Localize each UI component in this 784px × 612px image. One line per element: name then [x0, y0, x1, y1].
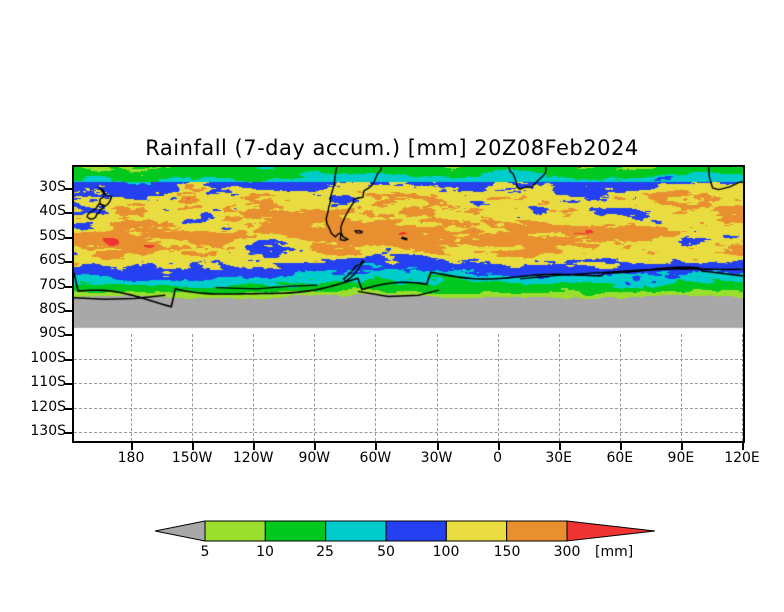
x-axis-tick-label: 30E: [545, 450, 573, 466]
y-axis-tick-label: 70S: [39, 276, 66, 293]
y-axis-tick-mark: [65, 212, 72, 215]
x-axis-tick-mark: [253, 443, 256, 450]
x-axis-tick-mark: [131, 443, 133, 450]
colorbar: 5 10 25 50 100 150 300 [mm]: [155, 518, 655, 568]
gridline-horizontal: [74, 358, 743, 360]
colorbar-under-arrow: [155, 520, 206, 542]
y-axis-tick-label: 110S: [30, 374, 66, 391]
x-axis-tick-mark: [314, 443, 317, 450]
y-axis-tick-label: 120S: [30, 398, 66, 415]
x-axis-tick-label: 60E: [606, 450, 634, 466]
colorbar-band: [385, 520, 447, 542]
y-axis-tick-mark: [65, 383, 72, 386]
x-axis-tick-label: 30W: [420, 450, 453, 466]
colorbar-tick-label: 100: [432, 544, 460, 560]
x-axis-tick-label: 150W: [171, 450, 213, 466]
y-axis-tick-label: 100S: [30, 349, 66, 366]
y-axis-tick-label: 40S: [39, 203, 66, 220]
x-axis-tick-mark: [680, 443, 683, 450]
y-axis-tick-label: 130S: [30, 423, 66, 439]
colorbar-swatches: [155, 520, 655, 542]
colorbar-tick-label: 25: [316, 544, 334, 560]
y-axis-tick-mark: [65, 407, 72, 410]
colorbar-band: [325, 520, 387, 542]
colorbar-band: [264, 520, 327, 542]
x-axis-tick-mark: [558, 443, 561, 450]
y-axis-tick-mark: [65, 334, 72, 337]
y-axis-tick-mark: [65, 310, 72, 312]
gridline-vertical: [680, 334, 682, 441]
y-axis-tick-label: 90S: [39, 325, 66, 342]
y-axis-tick-mark: [65, 236, 72, 239]
x-axis-tick-mark: [375, 443, 378, 450]
x-axis-tick-mark: [619, 443, 622, 450]
gridline-vertical: [497, 334, 499, 441]
colorbar-unit-label: [mm]: [595, 544, 634, 560]
gridline-vertical: [314, 334, 316, 441]
colorbar-band: [445, 520, 508, 542]
y-axis-tick-mark: [65, 432, 72, 434]
colorbar-tick-label: 300: [553, 544, 581, 560]
gridline-vertical: [192, 334, 194, 441]
gridline-vertical: [619, 334, 621, 441]
gridline-vertical: [742, 334, 743, 441]
gridline-vertical: [558, 334, 560, 441]
colorbar-over-arrow: [566, 520, 655, 542]
x-axis-tick-label: 120E: [724, 450, 760, 466]
colorbar-tick-label: 150: [493, 544, 521, 560]
gridline-horizontal: [74, 383, 743, 385]
map-plot-area[interactable]: [72, 165, 745, 443]
x-axis-tick-label: 180: [117, 450, 145, 466]
x-axis-tick-mark: [192, 443, 195, 450]
colorbar-tick-label: 5: [200, 544, 210, 560]
gridline-vertical: [436, 334, 438, 441]
gridline-vertical: [131, 334, 132, 441]
colorbar-tick-label: 10: [256, 544, 274, 560]
rainfall-raster: [74, 167, 743, 441]
gridline-horizontal: [74, 432, 743, 433]
x-axis-tick-mark: [436, 443, 439, 450]
x-axis-tick-label: 90E: [667, 450, 695, 466]
gridline-vertical: [253, 334, 255, 441]
colorbar-band: [204, 520, 266, 542]
y-axis-tick-label: 50S: [39, 227, 66, 244]
x-axis-tick-label: 120W: [232, 450, 274, 466]
x-axis-tick-mark: [497, 443, 500, 450]
y-axis-tick-mark: [65, 358, 72, 361]
y-axis-tick-label: 30S: [39, 179, 66, 195]
chart-title: Rainfall (7-day accum.) [mm] 20Z08Feb202…: [145, 136, 639, 160]
gridline-vertical: [375, 334, 377, 441]
y-axis-tick-mark: [65, 285, 72, 288]
colorbar-tick-label: 50: [377, 544, 395, 560]
y-axis-tick-label: 60S: [39, 252, 66, 269]
gridline-horizontal: [74, 407, 743, 409]
colorbar-band: [506, 520, 568, 542]
x-axis-tick-label: 0: [493, 450, 503, 466]
x-axis-tick-label: 90W: [298, 450, 331, 466]
x-axis-tick-mark: [742, 443, 744, 450]
y-axis-tick-mark: [65, 261, 72, 264]
x-axis-tick-label: 60W: [359, 450, 392, 466]
y-axis-tick-mark: [65, 188, 72, 190]
y-axis-tick-label: 80S: [39, 301, 66, 317]
